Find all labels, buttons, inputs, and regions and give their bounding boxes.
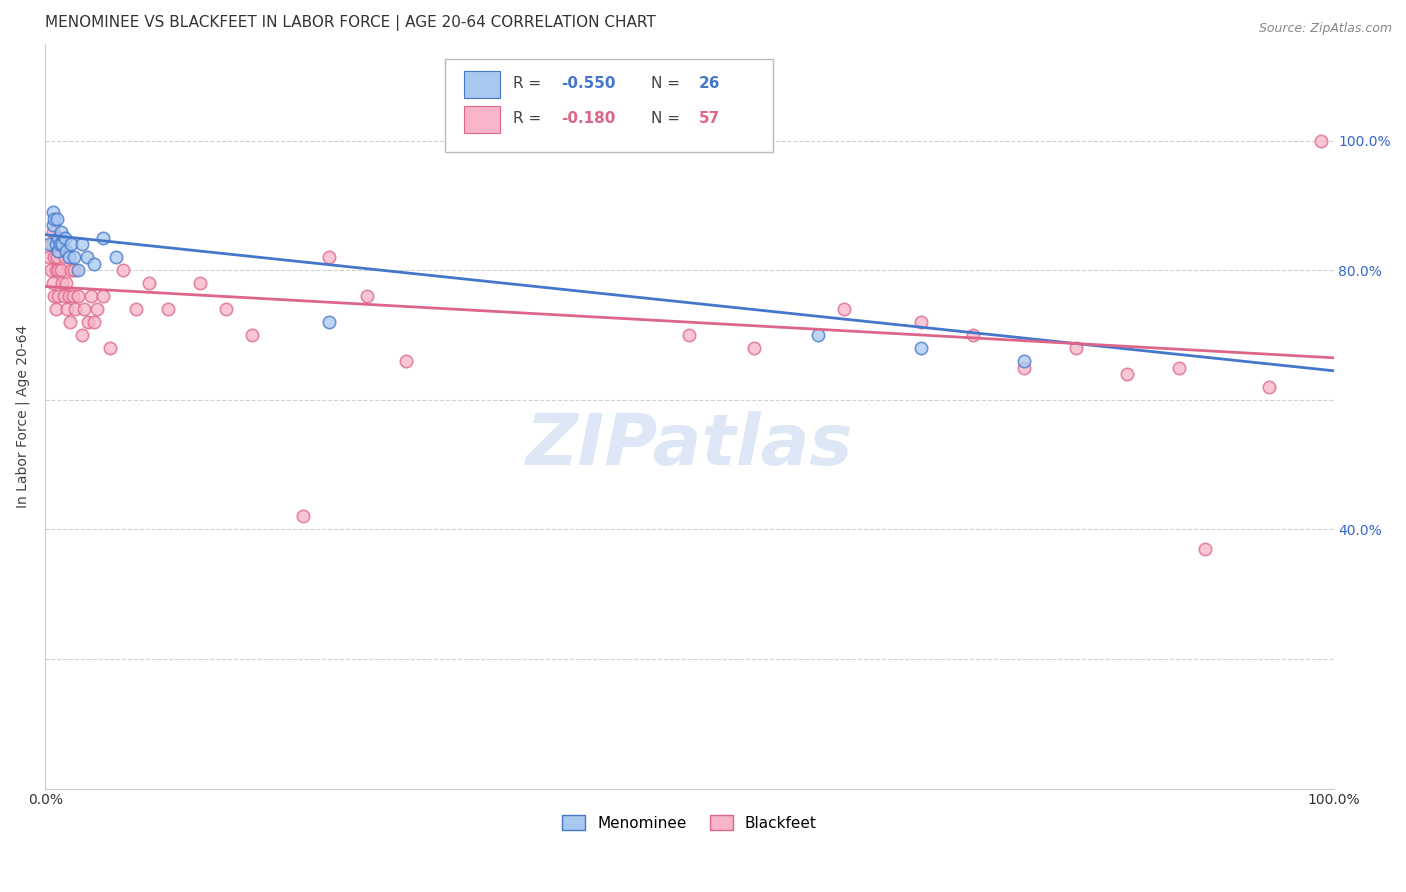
Point — [46, 211, 69, 226]
Point — [48, 231, 70, 245]
Point — [55, 277, 77, 291]
Point — [66, 289, 89, 303]
Point — [53, 251, 76, 265]
Point — [76, 251, 98, 265]
Point — [63, 302, 86, 317]
Point — [98, 341, 121, 355]
Point — [60, 237, 83, 252]
Point — [70, 237, 93, 252]
Point — [62, 251, 84, 265]
FancyBboxPatch shape — [464, 71, 501, 98]
Point — [1194, 541, 1216, 556]
Point — [73, 302, 96, 317]
Point — [56, 302, 79, 317]
Text: N =: N = — [651, 76, 685, 91]
Point — [240, 328, 263, 343]
Text: -0.180: -0.180 — [561, 111, 614, 126]
Point — [49, 263, 72, 277]
Point — [156, 302, 179, 317]
Point — [77, 315, 100, 329]
Point — [48, 244, 70, 258]
Point — [93, 231, 115, 245]
Point — [318, 251, 340, 265]
Point — [188, 277, 211, 291]
Point — [42, 277, 65, 291]
Point — [83, 315, 105, 329]
Point — [66, 263, 89, 277]
Y-axis label: In Labor Force | Age 20-64: In Labor Force | Age 20-64 — [15, 325, 30, 508]
Point — [58, 289, 80, 303]
Point — [292, 509, 315, 524]
Point — [910, 341, 932, 355]
Point — [38, 237, 60, 252]
Text: Source: ZipAtlas.com: Source: ZipAtlas.com — [1258, 22, 1392, 36]
Point — [53, 231, 76, 245]
Point — [318, 315, 340, 329]
Point — [215, 302, 238, 317]
Point — [44, 211, 66, 226]
Point — [356, 289, 378, 303]
Point — [1116, 367, 1139, 381]
Point — [58, 251, 80, 265]
Text: MENOMINEE VS BLACKFEET IN LABOR FORCE | AGE 20-64 CORRELATION CHART: MENOMINEE VS BLACKFEET IN LABOR FORCE | … — [45, 15, 657, 31]
Point — [41, 237, 63, 252]
Point — [62, 263, 84, 277]
Point — [70, 328, 93, 343]
Point — [60, 263, 83, 277]
Point — [395, 354, 418, 368]
Point — [138, 277, 160, 291]
Point — [44, 251, 66, 265]
Point — [51, 237, 73, 252]
Point — [55, 244, 77, 258]
Point — [48, 237, 70, 252]
Point — [39, 263, 62, 277]
Point — [79, 289, 101, 303]
Point — [1014, 354, 1036, 368]
FancyBboxPatch shape — [464, 106, 501, 133]
Point — [42, 218, 65, 232]
Point — [46, 251, 69, 265]
Point — [48, 289, 70, 303]
Point — [83, 257, 105, 271]
Point — [48, 237, 70, 252]
FancyBboxPatch shape — [444, 59, 773, 152]
Point — [59, 315, 82, 329]
Point — [42, 205, 65, 219]
Text: N =: N = — [651, 111, 685, 126]
Point — [111, 263, 134, 277]
Point — [44, 289, 66, 303]
Point — [49, 225, 72, 239]
Point — [45, 302, 67, 317]
Point — [93, 289, 115, 303]
Text: 26: 26 — [699, 76, 720, 91]
Point — [1168, 360, 1191, 375]
Legend: Menominee, Blackfeet: Menominee, Blackfeet — [557, 808, 823, 837]
Point — [1258, 380, 1281, 394]
Point — [48, 263, 70, 277]
Point — [1064, 341, 1087, 355]
Point — [962, 328, 984, 343]
Text: R =: R = — [513, 111, 546, 126]
Point — [832, 302, 855, 317]
Point — [678, 328, 700, 343]
Point — [1014, 360, 1036, 375]
Point — [1309, 134, 1331, 148]
Text: 57: 57 — [699, 111, 720, 126]
Text: ZIPatlas: ZIPatlas — [526, 411, 853, 481]
Point — [45, 237, 67, 252]
Point — [51, 277, 73, 291]
Point — [742, 341, 765, 355]
Point — [45, 263, 67, 277]
Point — [124, 302, 146, 317]
Text: -0.550: -0.550 — [561, 76, 616, 91]
Point — [38, 251, 60, 265]
Point — [52, 289, 75, 303]
Text: R =: R = — [513, 76, 546, 91]
Point — [910, 315, 932, 329]
Point — [105, 251, 128, 265]
Point — [42, 225, 65, 239]
Point — [807, 328, 830, 343]
Point — [62, 289, 84, 303]
Point — [86, 302, 108, 317]
